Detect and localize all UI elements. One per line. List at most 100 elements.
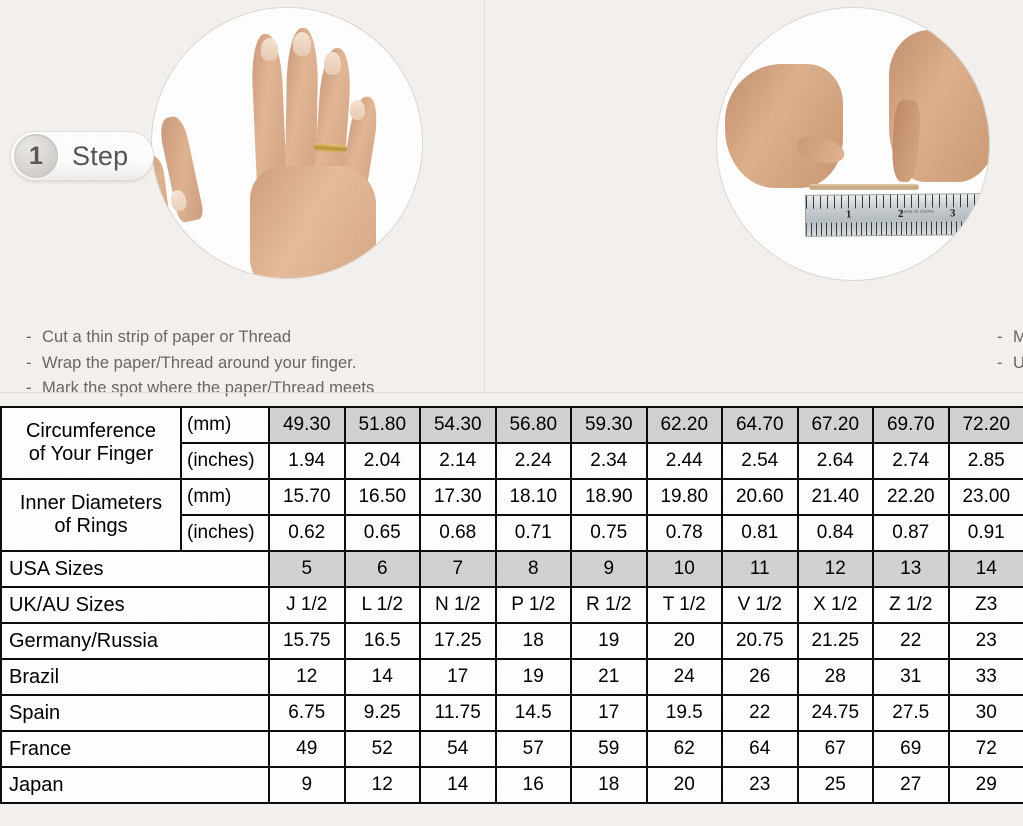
row-label: Spain	[0, 694, 270, 732]
table-cell: 2.74	[872, 442, 950, 480]
table-cell: Z3	[947, 586, 1023, 624]
table-row: Germany/Russia 15.75 16.5 17.25 18 19 20 20.75 2…	[0, 622, 1023, 660]
instruction-text: Use the following chart to determine you…	[1013, 353, 1023, 372]
hand-illustration	[192, 26, 381, 278]
section-divider	[0, 392, 1023, 393]
step-2-photo: 1 2 3 MADE IN CHINA	[717, 8, 989, 280]
table-cell: 0.78	[645, 514, 723, 552]
table-cell: 24	[645, 658, 723, 696]
table-cell: 59	[570, 730, 648, 768]
step-2-instructions: -Measure the length of the thread with y…	[997, 325, 1023, 376]
table-cell: V 1/2	[721, 586, 799, 624]
table-cell: 18.90	[570, 478, 648, 516]
table-cell: 69.70	[872, 406, 950, 444]
bullet-dash-icon: -	[26, 379, 32, 397]
step-1-label: Step	[72, 140, 129, 171]
steps-area: 1 Step - Cut a thin strip of paper or Thr…	[0, 0, 1023, 404]
table-cell: 14	[947, 550, 1023, 588]
table-cell: 2.85	[947, 442, 1023, 480]
table-cell: 14	[419, 766, 497, 804]
table-cell: 11	[721, 550, 799, 588]
table-cell: 69	[872, 730, 950, 768]
table-cell: 59.30	[570, 406, 648, 444]
table-cell: 14	[343, 658, 421, 696]
table-cell: 21.25	[796, 622, 874, 660]
table-row: (inches) 1.94 2.04 2.14 2.24 2.34 2.44 2.54 2.64…	[1, 442, 1023, 480]
table-cell: 16.50	[343, 478, 421, 516]
row-label: UK/AU Sizes	[0, 586, 270, 624]
table-cell: 49.30	[268, 406, 346, 444]
table-cell: 12	[268, 658, 346, 696]
bullet-dash-icon: -	[26, 328, 32, 346]
table-cell: 10	[645, 550, 723, 588]
table-cell: 54	[419, 730, 497, 768]
table-cell: 20.75	[721, 622, 799, 660]
table-cell: 12	[343, 766, 421, 804]
table-cell: 2.34	[570, 442, 648, 480]
table-cell: 17	[419, 658, 497, 696]
table-row: UK/AU Sizes J 1/2 L 1/2 N 1/2 P 1/2 R 1/2 T 1/…	[0, 586, 1023, 624]
table-cell: L 1/2	[343, 586, 421, 624]
table-cell: 0.81	[721, 514, 799, 552]
table-cell: 19.5	[645, 694, 723, 732]
table-cell: 2.54	[721, 442, 799, 480]
table-cell: 12	[796, 550, 874, 588]
step-1-instructions: - Cut a thin strip of paper or Thread - Wr…	[26, 325, 374, 402]
table-cell: 20	[645, 766, 723, 804]
bullet-dash-icon: -	[997, 353, 1003, 372]
table-cell: 27.5	[872, 694, 950, 732]
step-1-number: 1	[14, 134, 58, 178]
table-row: (inches) 0.62 0.65 0.68 0.71 0.75 0.78 0.81 0.84…	[1, 514, 1023, 552]
table-cell: 62.20	[645, 406, 723, 444]
table-cell: 72.20	[947, 406, 1023, 444]
table-cell: 23.00	[947, 478, 1023, 516]
table-cell: 62	[645, 730, 723, 768]
table-row: Inner Diameters of Rings (mm) 15.70 16.50 17.…	[0, 478, 1023, 552]
table-row: Japan 9 12 14 16 18 20 23 25 27 29	[0, 766, 1023, 804]
instruction-text: Cut a thin strip of paper or Thread	[42, 328, 292, 346]
table-cell: 0.71	[494, 514, 572, 552]
table-cell: 2.64	[796, 442, 874, 480]
table-cell: 49	[268, 730, 346, 768]
table-cell: 14.5	[494, 694, 572, 732]
table-row: France 49 52 54 57 59 62 64 67 69 72	[0, 730, 1023, 768]
table-cell: 6.75	[268, 694, 346, 732]
table-cell: 22	[721, 694, 799, 732]
table-cell: 28	[796, 658, 874, 696]
row-label: France	[0, 730, 270, 768]
step-1-photo	[152, 8, 422, 278]
table-cell: 19.80	[645, 478, 723, 516]
table-cell: 18	[570, 766, 648, 804]
table-cell: 22.20	[872, 478, 950, 516]
left-hand-illustration	[725, 64, 848, 188]
table-row: Spain 6.75 9.25 11.75 14.5 17 19.5 22 24.75 27.5 3…	[0, 694, 1023, 732]
table-cell: Z 1/2	[872, 586, 950, 624]
table-cell: 22	[872, 622, 950, 660]
table-row: Brazil 12 14 17 19 21 24 26 28 31 33	[0, 658, 1023, 696]
table-cell: 18	[494, 622, 572, 660]
table-cell: 0.62	[268, 514, 346, 552]
row-label: Brazil	[0, 658, 270, 696]
unit-label: (mm)	[180, 406, 270, 444]
pointing-hand-illustration	[152, 114, 244, 246]
table-cell: 64	[721, 730, 799, 768]
instruction-text: Measure the length of the thread with yo…	[1013, 328, 1023, 346]
instruction-line: -Use the following chart to determine yo…	[997, 351, 1023, 377]
table-cell: 8	[494, 550, 572, 588]
bullet-dash-icon: -	[26, 353, 32, 372]
table-cell: 72	[947, 730, 1023, 768]
table-cell: 2.04	[343, 442, 421, 480]
table-cell: 2.44	[645, 442, 723, 480]
instruction-line: -Measure the length of the thread with y…	[997, 325, 1023, 351]
table-cell: 17	[570, 694, 648, 732]
table-cell: J 1/2	[268, 586, 346, 624]
row-group-label: Inner Diameters of Rings	[0, 478, 182, 552]
table-cell: R 1/2	[570, 586, 648, 624]
row-label: Japan	[0, 766, 270, 804]
table-cell: 16	[494, 766, 572, 804]
table-cell: 25	[796, 766, 874, 804]
table-cell: 0.87	[872, 514, 950, 552]
table-cell: 67.20	[796, 406, 874, 444]
table-cell: 20.60	[721, 478, 799, 516]
table-cell: 19	[494, 658, 572, 696]
